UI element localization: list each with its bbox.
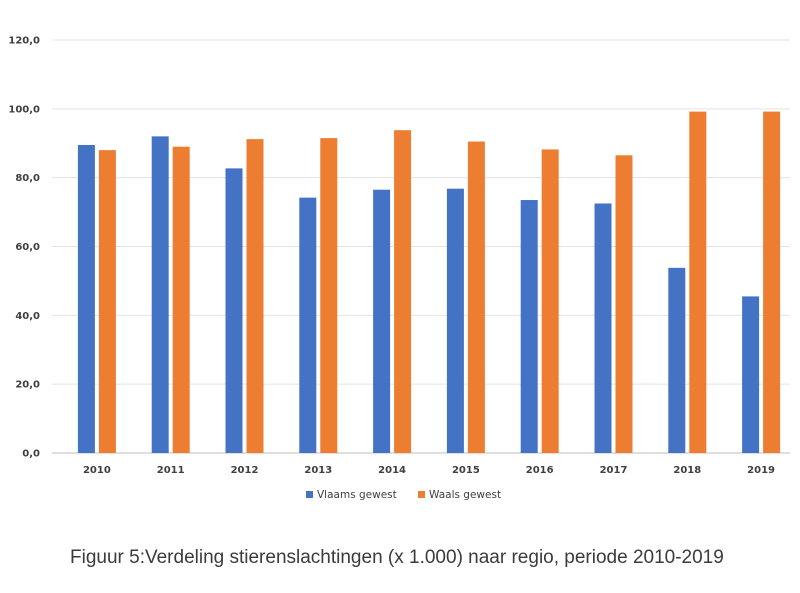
bar-waals-2014: [394, 130, 412, 453]
y-tick-label: 100,0: [8, 104, 40, 115]
y-tick-label: 40,0: [15, 311, 40, 322]
bar-waals-2013: [320, 138, 338, 453]
x-tick-label: 2012: [231, 465, 259, 476]
legend: Vlaams gewest Waals gewest: [306, 489, 501, 501]
bars: [77, 111, 781, 454]
y-tick-label: 120,0: [8, 36, 40, 47]
x-tick-label: 2017: [600, 465, 628, 476]
bar-vlaams-2011: [151, 136, 169, 453]
bar-vlaams-2019: [742, 296, 760, 453]
bar-waals-2019: [763, 111, 781, 453]
legend-label-waals: Waals gewest: [429, 489, 501, 501]
x-tick-label: 2014: [378, 465, 406, 476]
bar-waals-2017: [615, 155, 633, 453]
bar-waals-2012: [246, 139, 264, 453]
legend-label-vlaams: Vlaams gewest: [317, 489, 397, 501]
y-tick-label: 60,0: [15, 242, 40, 253]
bar-vlaams-2015: [446, 188, 464, 453]
bar-vlaams-2013: [299, 197, 317, 453]
x-tick-label: 2016: [526, 465, 554, 476]
bar-vlaams-2016: [520, 200, 538, 453]
y-tick-label: 20,0: [15, 380, 40, 391]
bar-waals-2015: [467, 141, 485, 453]
x-tick-label: 2013: [304, 465, 332, 476]
x-tick-label: 2011: [157, 465, 185, 476]
legend-swatch-waals: [418, 491, 425, 498]
bar-waals-2018: [689, 111, 707, 453]
bar-vlaams-2014: [373, 189, 391, 453]
bar-vlaams-2010: [77, 144, 95, 454]
bar-waals-2016: [541, 149, 559, 453]
x-tick-label: 2015: [452, 465, 480, 476]
bar-vlaams-2012: [225, 168, 243, 454]
figure-caption: Figuur 5:Verdeling stierenslachtingen (x…: [70, 547, 724, 568]
y-axis-tick-labels: 0,0 20,0 40,0 60,0 80,0 100,0 120,0: [8, 36, 40, 460]
bar-waals-2011: [172, 146, 190, 454]
bar-vlaams-2018: [668, 267, 686, 453]
x-tick-label: 2010: [83, 465, 111, 476]
y-tick-label: 80,0: [15, 173, 40, 184]
x-tick-label: 2019: [747, 465, 775, 476]
legend-swatch-vlaams: [306, 491, 313, 498]
bar-vlaams-2017: [594, 203, 612, 453]
x-tick-label: 2018: [673, 465, 701, 476]
y-tick-label: 0,0: [22, 449, 40, 460]
x-axis-tick-labels: 2010 2011 2012 2013 2014 2015 2016 2017 2018 2019: [83, 465, 775, 476]
bar-waals-2010: [98, 150, 116, 453]
